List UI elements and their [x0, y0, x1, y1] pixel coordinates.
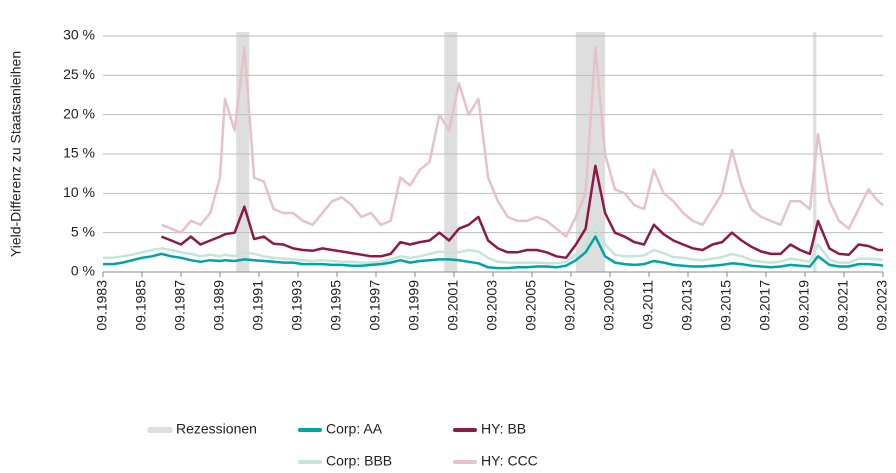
- x-tick-label: 09.2009: [601, 280, 617, 331]
- x-tick-label: 09.1995: [328, 280, 344, 331]
- x-tick-label: 09.1993: [289, 280, 305, 331]
- recession-band: [813, 32, 817, 272]
- x-tick-label: 09.2007: [562, 280, 578, 331]
- x-tick-label: 09.2019: [796, 280, 812, 331]
- y-tick-label: 15 %: [63, 145, 95, 161]
- series-line: [161, 46, 884, 238]
- x-tick-label: 09.2021: [835, 280, 851, 331]
- series-line: [161, 164, 883, 260]
- y-axis-title: Yield-Differenz zu Staatsanleihen: [8, 51, 24, 257]
- x-tick-label: 09.2015: [718, 280, 734, 331]
- recession-band: [444, 32, 458, 272]
- x-tick-label: 09.2023: [874, 280, 890, 331]
- y-tick-label: 0 %: [71, 263, 95, 279]
- y-tick-label: 5 %: [71, 223, 95, 239]
- x-tick-label: 09.2001: [445, 280, 461, 331]
- x-tick-label: 09.1991: [250, 280, 266, 331]
- legend-label: Corp: AA: [326, 421, 383, 437]
- y-tick-label: 25 %: [63, 66, 95, 82]
- x-tick-label: 09.2003: [484, 280, 500, 331]
- series-line: [103, 223, 884, 265]
- x-tick-label: 09.1983: [94, 280, 110, 331]
- legend-label: HY: BB: [481, 421, 526, 437]
- x-tick-label: 09.1999: [406, 280, 422, 331]
- y-tick-label: 20 %: [63, 105, 95, 121]
- x-tick-label: 09.2005: [523, 280, 539, 331]
- x-tick-label: 09.2013: [679, 280, 695, 331]
- legend-label: HY: CCC: [481, 453, 538, 469]
- legend-label: Rezessionen: [176, 421, 257, 437]
- x-tick-label: 09.1985: [133, 280, 149, 331]
- x-tick-label: 09.2011: [640, 280, 656, 330]
- x-tick-label: 09.1997: [367, 280, 383, 331]
- x-tick-label: 09.1989: [211, 280, 227, 331]
- legend-label: Corp: BBB: [326, 453, 392, 469]
- x-tick-label: 09.1987: [172, 280, 188, 331]
- x-tick-label: 09.2017: [757, 280, 773, 331]
- series-line: [103, 235, 884, 270]
- y-tick-label: 30 %: [63, 27, 95, 43]
- y-tick-label: 10 %: [63, 184, 95, 200]
